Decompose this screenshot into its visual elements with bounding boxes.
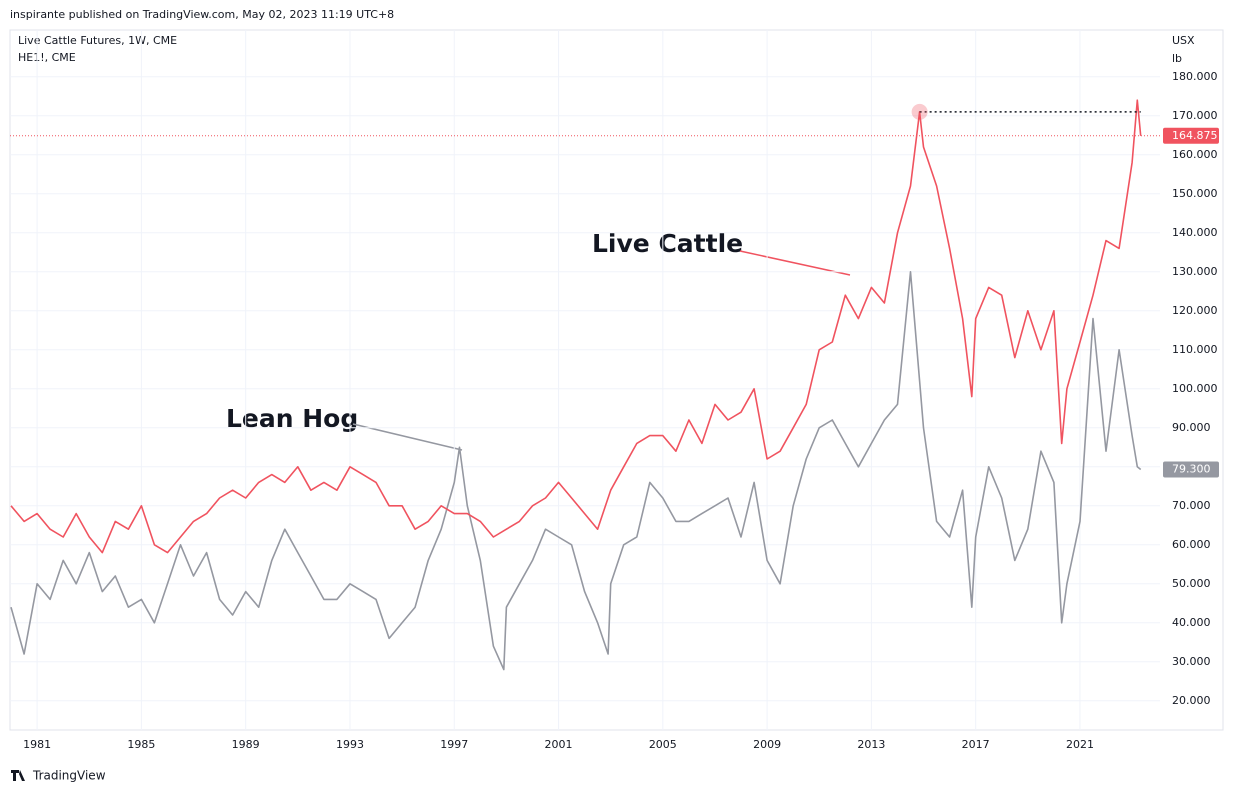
y-tick-label: 100.000 [1172,382,1218,395]
y-tick-label: 110.000 [1172,343,1218,356]
y-tick-label: 180.000 [1172,70,1218,83]
x-tick-label: 1993 [336,738,364,751]
y-tick-label: 60.000 [1172,538,1211,551]
published-note: inspirante published on TradingView.com,… [10,8,394,21]
y-tick-label: 130.000 [1172,265,1218,278]
price-tag-label: 164.875 [1172,129,1218,142]
legend-main: Live Cattle Futures, 1W, CME [18,34,177,47]
x-tick-label: 1981 [23,738,51,751]
y-tick-label: 160.000 [1172,148,1218,161]
x-tick-label: 2001 [545,738,573,751]
currency: USX [1172,34,1195,47]
plot-frame [9,29,1224,731]
brand: TradingView [32,769,106,783]
price-tag [1163,461,1219,478]
annotation-arrow [739,250,851,276]
x-tick-label: 2017 [962,738,990,751]
legend-compare: HE1!, CME [18,51,76,64]
x-tick-label: 2013 [857,738,885,751]
annotation-arrow [352,423,463,451]
y-tick-label: 90.000 [1172,421,1211,434]
y-tick-label: 170.000 [1172,109,1218,122]
y-tick-label: 120.000 [1172,304,1218,317]
y-tick-label: 140.000 [1172,226,1218,239]
y-tick-label: 70.000 [1172,499,1211,512]
y-tick-label: 20.000 [1172,694,1211,707]
x-tick-label: 1989 [232,738,260,751]
high-marker [911,103,928,120]
x-tick-label: 2021 [1066,738,1094,751]
price-tag [1163,127,1219,144]
annotation-cattle: Live Cattle [592,229,743,258]
x-tick-label: 1997 [440,738,468,751]
series-line [10,99,1142,554]
unit: lb [1172,52,1182,65]
series-line [10,271,1142,671]
y-tick-label: 30.000 [1172,655,1211,668]
y-tick-label: 40.000 [1172,616,1211,629]
x-tick-label: 1985 [127,738,155,751]
price-tag-label: 79.300 [1172,462,1211,475]
logo [11,770,25,781]
y-tick-label: 150.000 [1172,187,1218,200]
x-tick-label: 2009 [753,738,781,751]
y-tick-label: 50.000 [1172,577,1211,590]
x-tick-label: 2005 [649,738,677,751]
